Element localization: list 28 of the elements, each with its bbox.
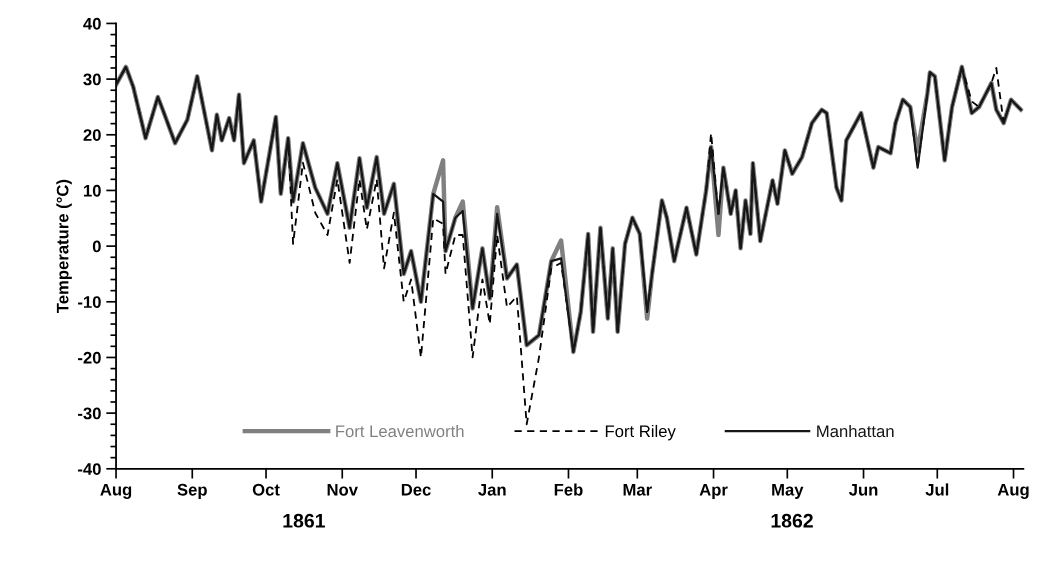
x-tick-label: Nov [327,484,358,496]
y-tick-label: -40 [78,463,101,475]
x-tick-label: May [772,484,804,499]
y-tick-label: -30 [78,407,101,420]
y-tick-label: 10 [83,184,101,197]
x-tick-label: Feb [554,483,583,496]
x-tick-label: Aug [997,483,1029,499]
text: 1862 [771,513,813,528]
x-tick-label: Jan [478,484,506,496]
x-tick-label: Mar [623,484,652,496]
x-tick-label: Aug [100,483,132,499]
x-tick-label: Sep [177,483,207,499]
y-tick-label: 0 [92,240,101,253]
x-tick-label: Oct [252,483,280,496]
y-tick-label: -10 [78,296,101,308]
y-tick-label: 20 [83,129,101,141]
legend-label: Fort Riley [605,424,676,441]
x-tick-label: Jul [925,483,949,496]
y-tick-label: 40 [83,17,101,30]
legend-label: Manhattan [817,424,894,438]
x-tick-label: Dec [401,484,431,496]
x-tick-label: Jun [848,484,878,496]
legend-label: Fort Leavenworth [336,424,464,438]
y-tick-label: -20 [78,351,101,364]
x-tick-label: Apr [699,484,728,499]
y-tick-label: 30 [83,73,101,86]
y-axis-title: Temperature (°C) [56,179,72,314]
text: 1861 [283,513,325,528]
